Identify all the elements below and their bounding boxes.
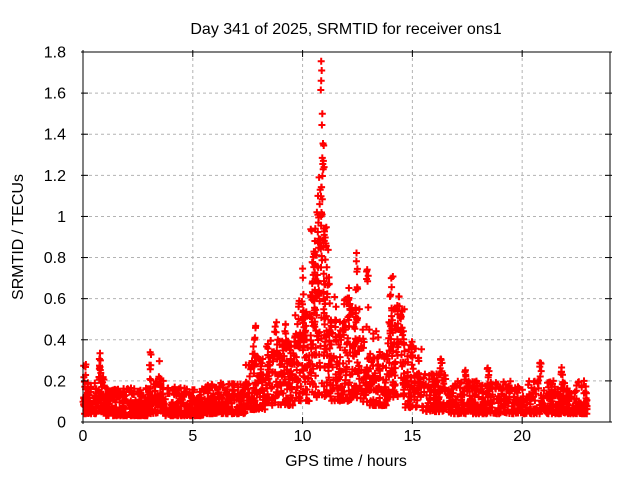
x-tick-label: 10	[294, 428, 312, 445]
y-tick-label: 1.2	[44, 168, 66, 185]
y-tick-label: 1.6	[44, 86, 66, 103]
y-tick-label: 0	[57, 415, 66, 432]
x-tick-label: 15	[403, 428, 421, 445]
scatter-points	[79, 57, 591, 420]
chart-title: Day 341 of 2025, SRMTID for receiver ons…	[190, 21, 501, 38]
tick-labels: 0 5 10 15 20 0 0.2 0.4 0.6 0.8 1 1.2 1.4 1.6 1.8	[44, 45, 531, 446]
axis-ticks	[81, 50, 612, 424]
x-tick-label: 20	[513, 428, 531, 445]
y-tick-label: 1	[57, 209, 66, 226]
scatter-series-srmtid	[79, 57, 591, 420]
plot-frame	[82, 51, 611, 423]
x-axis-label: GPS time / hours	[285, 453, 407, 470]
y-tick-label: 0.4	[44, 332, 66, 349]
y-tick-label: 0.6	[44, 291, 66, 308]
y-tick-label: 1.4	[44, 127, 66, 144]
x-tick-label: 0	[79, 428, 88, 445]
y-tick-label: 0.8	[44, 250, 66, 267]
y-axis-label: SRMTID / TECUs	[10, 174, 27, 300]
plot-border	[82, 51, 611, 423]
gridlines	[83, 52, 610, 422]
x-tick-label: 5	[188, 428, 197, 445]
y-tick-label: 0.2	[44, 373, 66, 390]
y-tick-label: 1.8	[44, 45, 66, 62]
